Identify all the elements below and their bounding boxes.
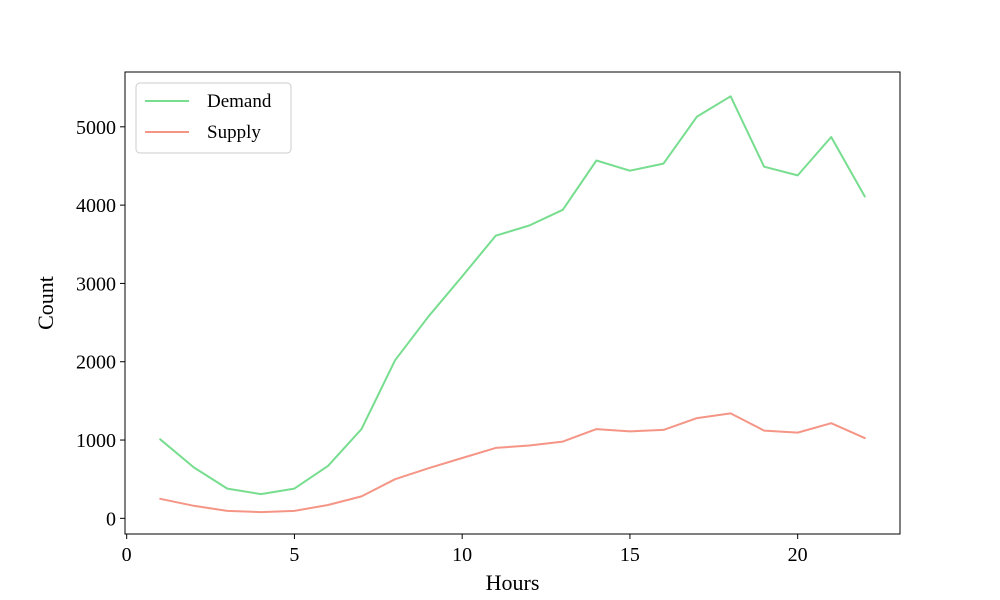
x-axis-title: Hours <box>486 570 540 595</box>
y-tick-label: 1000 <box>76 430 116 452</box>
plot-area-frame <box>124 71 901 535</box>
legend-label-supply: Supply <box>207 122 261 143</box>
y-tick-label: 2000 <box>76 352 116 374</box>
y-axis-ticks: 0 1000 2000 3000 4000 5000 <box>76 117 125 530</box>
x-axis-ticks: 0 5 10 15 20 <box>122 534 808 566</box>
x-tick-label: 5 <box>289 544 299 566</box>
y-tick-label: 5000 <box>76 117 116 139</box>
series-line-supply <box>159 412 866 514</box>
y-axis-title: Count <box>33 276 58 330</box>
x-tick-label: 20 <box>788 544 808 566</box>
y-tick-label: 3000 <box>76 273 116 295</box>
legend: Demand Supply <box>135 82 292 154</box>
legend-label-demand: Demand <box>207 91 272 112</box>
legend-items: Demand Supply <box>145 91 272 143</box>
x-tick-label: 0 <box>122 544 132 566</box>
y-tick-label: 4000 <box>76 195 116 217</box>
series-line-demand <box>159 95 866 496</box>
x-tick-label: 15 <box>620 544 640 566</box>
series-layer <box>159 95 866 514</box>
x-tick-label: 10 <box>452 544 472 566</box>
y-tick-label: 0 <box>106 508 116 530</box>
